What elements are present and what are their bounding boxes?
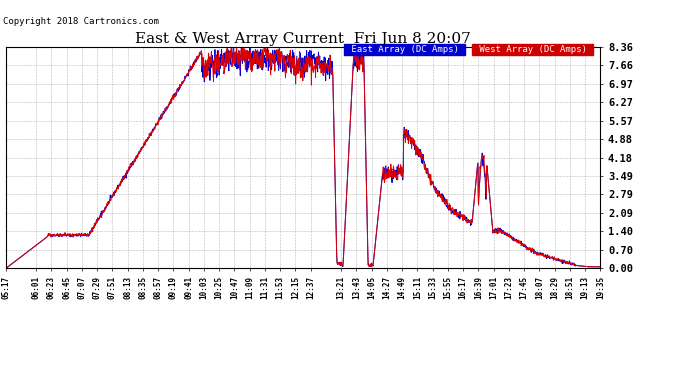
West Array (DC Amps) [32,243,40,248]
East Array (DC Amps) [579,264,587,268]
East Array (DC Amps) [1,266,10,270]
East Array (DC Amps) [291,74,299,78]
East Array (DC Amps) [596,264,604,269]
West Array (DC Amps) [1,266,10,270]
Line: East Array (DC Amps): East Array (DC Amps) [6,47,600,268]
Text: West Array (DC Amps): West Array (DC Amps) [473,45,592,54]
West Array (DC Amps) [275,46,284,51]
West Array (DC Amps) [579,264,587,268]
East Array (DC Amps) [470,199,478,203]
West Array (DC Amps) [470,199,478,203]
West Array (DC Amps) [239,45,247,49]
Text: Copyright 2018 Cartronics.com: Copyright 2018 Cartronics.com [3,17,159,26]
West Array (DC Amps) [579,264,587,268]
East Array (DC Amps) [579,264,587,268]
East Array (DC Amps) [229,45,237,49]
West Array (DC Amps) [596,264,604,269]
Text: East Array (DC Amps): East Array (DC Amps) [346,45,464,54]
Line: West Array (DC Amps): West Array (DC Amps) [6,47,600,268]
West Array (DC Amps) [291,67,299,72]
Title: East & West Array Current  Fri Jun 8 20:07: East & West Array Current Fri Jun 8 20:0… [135,32,471,46]
East Array (DC Amps) [32,243,40,248]
East Array (DC Amps) [275,60,284,65]
